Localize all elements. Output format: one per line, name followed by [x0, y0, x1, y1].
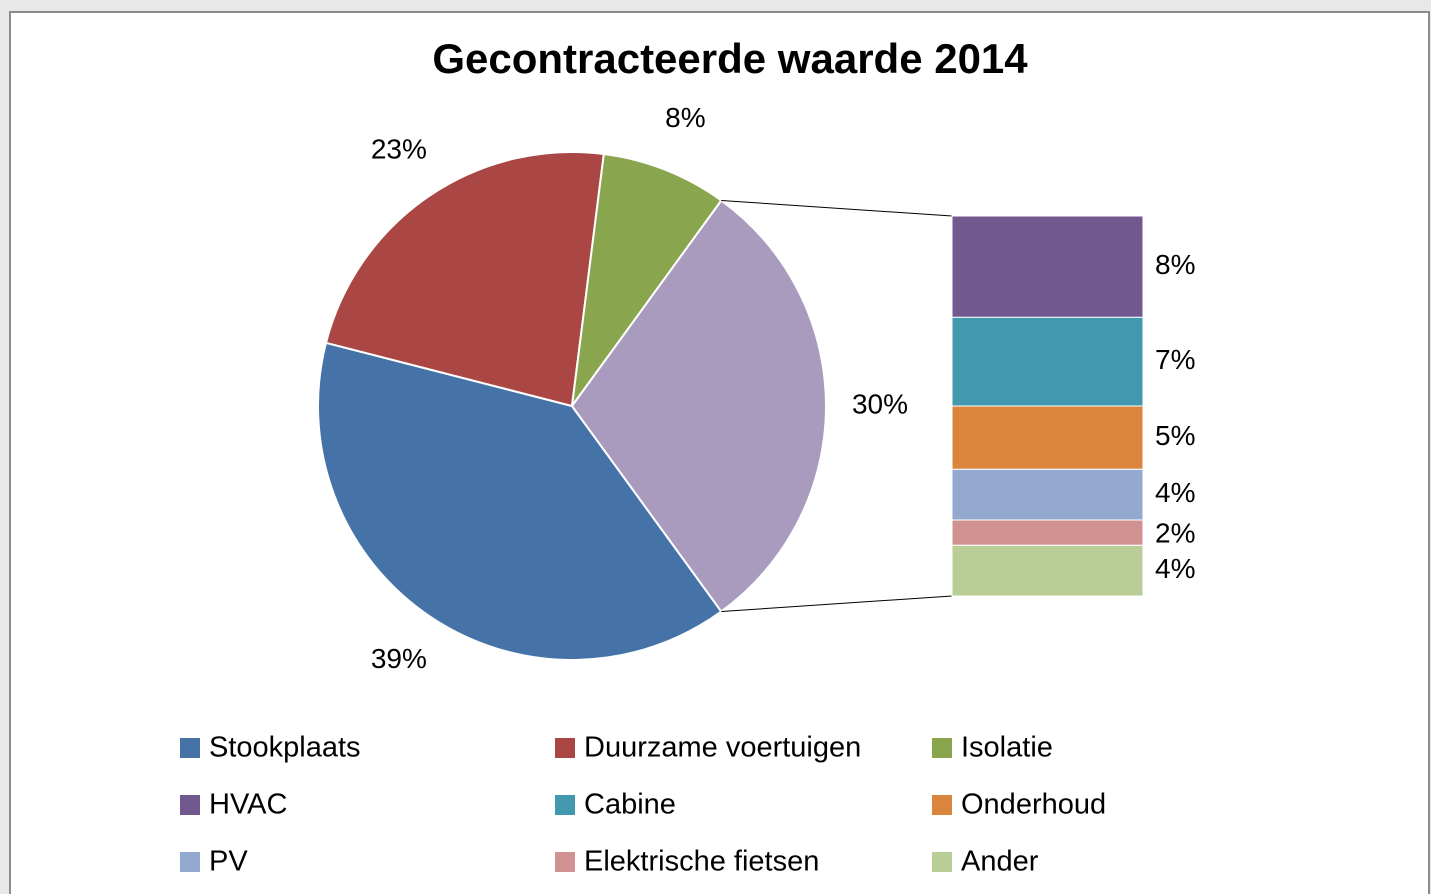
- data-label: 8%: [665, 102, 705, 133]
- pie-slice: [571, 152, 723, 407]
- bar-segment: [951, 468, 1144, 521]
- data-label: 4%: [1155, 553, 1195, 584]
- legend-swatch: [932, 795, 952, 815]
- legend-swatch: [180, 738, 200, 758]
- legend-swatch: [555, 852, 575, 872]
- data-label: 8%: [1155, 249, 1195, 280]
- data-label: 2%: [1155, 517, 1195, 548]
- legend-label: Ander: [961, 846, 1039, 878]
- bar-segment: [951, 316, 1144, 407]
- legend-swatch: [932, 738, 952, 758]
- legend-label: Elektrische fietsen: [584, 846, 819, 878]
- data-label: 23%: [371, 134, 427, 165]
- data-label: 7%: [1155, 344, 1195, 375]
- legend-label: PV: [209, 846, 248, 878]
- legend-swatch: [555, 738, 575, 758]
- data-label: 30%: [852, 388, 908, 419]
- legend-label: Duurzame voertuigen: [584, 732, 861, 764]
- pie-slice: [324, 151, 605, 408]
- legend-label: Isolatie: [961, 732, 1053, 764]
- data-label: 5%: [1155, 420, 1195, 451]
- legend-label: Onderhoud: [961, 789, 1106, 821]
- bar-segment: [951, 544, 1144, 597]
- pie-slice: [570, 199, 827, 613]
- data-label: 4%: [1155, 477, 1195, 508]
- connector-line: [721, 595, 953, 612]
- bar-segment: [951, 215, 1144, 318]
- legend-swatch: [180, 852, 200, 872]
- legend-swatch: [555, 795, 575, 815]
- legend-label: Cabine: [584, 789, 676, 821]
- pie-slice: [317, 341, 723, 661]
- legend-swatch: [932, 852, 952, 872]
- chart-title: Gecontracteerde waarde 2014: [432, 35, 1028, 82]
- bar-segment: [951, 519, 1144, 546]
- legend-swatch: [180, 795, 200, 815]
- connector-line: [721, 200, 953, 217]
- bar-segment: [951, 405, 1144, 470]
- legend-label: HVAC: [209, 789, 287, 821]
- legend-label: Stookplaats: [209, 732, 361, 764]
- data-label: 39%: [371, 643, 427, 674]
